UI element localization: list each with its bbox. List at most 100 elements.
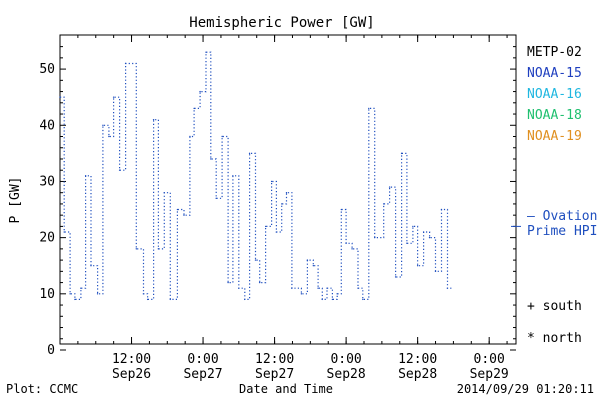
x-tick-label-date: Sep27 — [255, 367, 294, 382]
data-point — [227, 281, 229, 284]
data-point — [291, 287, 293, 289]
data-point — [248, 152, 251, 155]
data-point — [102, 124, 104, 126]
data-point — [124, 62, 127, 65]
data-point — [118, 169, 121, 171]
data-point — [275, 231, 278, 233]
data-point — [80, 287, 82, 289]
data-point — [157, 248, 160, 250]
x-tick-label-time: 12:00 — [255, 352, 294, 367]
data-point — [244, 298, 246, 301]
y-tick-label: 30 — [39, 174, 55, 189]
y-tick-label: 50 — [39, 62, 55, 77]
data-point — [183, 214, 185, 216]
data-point — [331, 298, 334, 301]
y-tick-label: 20 — [39, 231, 55, 246]
footer-credit: Plot: CCMC — [6, 382, 78, 396]
x-tick-label-date: Sep26 — [112, 367, 151, 382]
x-tick-label-date: Sep27 — [183, 367, 222, 382]
data-point — [169, 298, 171, 301]
data-point — [281, 203, 283, 205]
data-point — [90, 265, 92, 267]
y-tick-label: 0 — [47, 343, 55, 358]
data-point — [238, 287, 240, 289]
footer-timestamp: 2014/09/29 01:20:11 — [457, 382, 594, 396]
data-point — [394, 276, 397, 278]
data-point — [446, 287, 449, 289]
data-point — [317, 287, 319, 289]
data-point — [406, 242, 408, 244]
data-point — [345, 242, 347, 244]
legend-item-metp-02: METP-02 — [527, 45, 582, 60]
chart-title: Hemispheric Power [GW] — [189, 15, 374, 31]
data-point — [416, 265, 419, 267]
data-point — [440, 208, 443, 211]
data-point — [215, 197, 217, 200]
x-axis-label: Date and Time — [239, 382, 333, 396]
data-point — [84, 175, 87, 177]
data-point — [112, 96, 115, 98]
data-point — [400, 152, 403, 155]
x-tick-label-time: 12:00 — [112, 352, 151, 367]
data-point — [270, 180, 273, 183]
data-point — [189, 135, 191, 138]
data-point — [422, 231, 425, 233]
data-point — [74, 298, 76, 301]
data-point — [205, 51, 207, 53]
legend-item-noaa-16: NOAA-16 — [527, 87, 582, 102]
x-tick-label-time: 12:00 — [398, 352, 437, 367]
data-point — [142, 293, 145, 295]
data-point — [357, 287, 359, 289]
data-point — [388, 186, 391, 188]
data-point — [232, 175, 234, 177]
data-point — [163, 191, 166, 194]
legend-ovation-line2: Prime HPI — [527, 224, 597, 239]
data-point — [368, 107, 370, 110]
data-point — [312, 265, 315, 267]
data-point — [96, 293, 99, 295]
data-point — [193, 107, 195, 110]
x-tick-label-date: Sep29 — [470, 367, 509, 382]
data-point — [326, 287, 328, 289]
legend-item-noaa-18: NOAA-18 — [527, 108, 582, 123]
data-point — [264, 225, 267, 228]
data-point — [59, 96, 61, 98]
legend-south: + south — [527, 299, 582, 314]
data-point — [434, 270, 437, 273]
data-point — [108, 135, 110, 138]
y-tick-label: 40 — [39, 118, 55, 133]
data-point — [412, 225, 414, 228]
data-point — [210, 158, 212, 160]
legend-ovation-line1: – Ovation — [527, 209, 597, 224]
data-point — [285, 191, 288, 194]
data-point — [199, 90, 201, 93]
data-point — [258, 281, 261, 284]
data-point — [428, 236, 431, 239]
data-point — [321, 298, 323, 301]
data-point — [69, 293, 71, 295]
data-point — [382, 203, 385, 205]
x-tick-label-time: 0:00 — [474, 352, 505, 367]
legend-item-noaa-15: NOAA-15 — [527, 66, 582, 81]
data-point — [336, 293, 338, 295]
x-tick-label-date: Sep28 — [327, 367, 366, 382]
x-tick-label-time: 0:00 — [330, 352, 361, 367]
data-point — [374, 236, 376, 239]
plot-frame — [59, 34, 517, 345]
x-tick-label-date: Sep28 — [398, 367, 437, 382]
data-point — [146, 298, 149, 301]
data-point — [152, 118, 155, 121]
data-point — [176, 208, 179, 211]
data-point — [306, 259, 309, 261]
series-line — [60, 51, 453, 300]
data-point — [362, 298, 364, 301]
data-point — [221, 135, 223, 138]
data-point — [351, 248, 353, 250]
data-point — [340, 208, 343, 211]
y-axis-label: P [GW] — [8, 177, 23, 224]
data-point — [254, 259, 257, 261]
data-point — [300, 293, 303, 295]
x-tick-label-time: 0:00 — [187, 352, 218, 367]
